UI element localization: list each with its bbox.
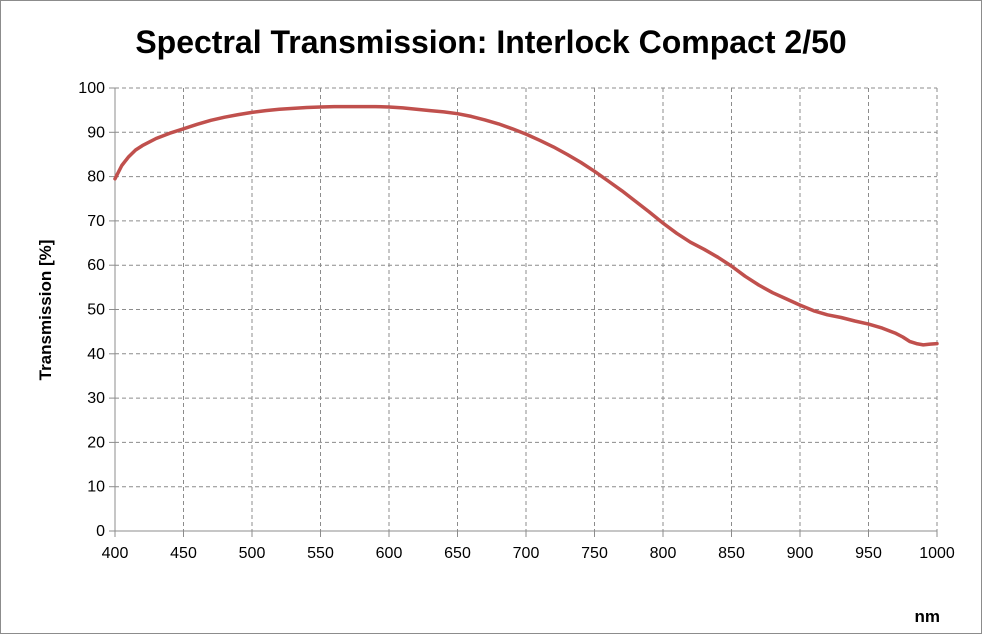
y-tick-label: 60: [87, 257, 105, 274]
y-tick-label: 10: [87, 479, 105, 496]
axes: [109, 87, 938, 537]
y-tick-label: 0: [96, 523, 105, 540]
x-tick-label: 650: [444, 545, 471, 562]
grid: [115, 87, 938, 531]
y-tick-label: 40: [87, 346, 105, 363]
x-tick-labels: 400 450 500 550 600 650 700 750 800 850 900 950 1000: [102, 545, 955, 562]
x-tick-label: 400: [102, 545, 129, 562]
y-axis-label: Transmission [%]: [36, 240, 55, 381]
x-tick-label: 450: [170, 545, 197, 562]
y-tick-label: 20: [87, 434, 105, 451]
x-axis-label: nm: [915, 607, 941, 626]
x-tick-label: 800: [650, 545, 677, 562]
x-tick-label: 950: [855, 545, 882, 562]
y-tick-label: 80: [87, 169, 105, 186]
y-tick-labels: 0 10 20 30 40 50 60 70 80 90 100: [78, 80, 105, 540]
x-tick-label: 700: [513, 545, 540, 562]
x-tick-label: 600: [376, 545, 403, 562]
x-tick-label: 1000: [919, 545, 955, 562]
x-tick-label: 850: [718, 545, 745, 562]
y-tick-label: 70: [87, 213, 105, 230]
y-tick-label: 90: [87, 124, 105, 141]
transmission-series-line: [113, 104, 939, 347]
x-tick-label: 900: [787, 545, 814, 562]
x-tick-label: 500: [239, 545, 266, 562]
y-tick-label: 100: [78, 80, 105, 97]
x-tick-label: 550: [307, 545, 334, 562]
chart-title: Spectral Transmission: Interlock Compact…: [135, 24, 846, 60]
series-layer: [113, 104, 939, 347]
y-tick-label: 30: [87, 390, 105, 407]
x-tick-label: 750: [581, 545, 608, 562]
y-tick-label: 50: [87, 302, 105, 319]
